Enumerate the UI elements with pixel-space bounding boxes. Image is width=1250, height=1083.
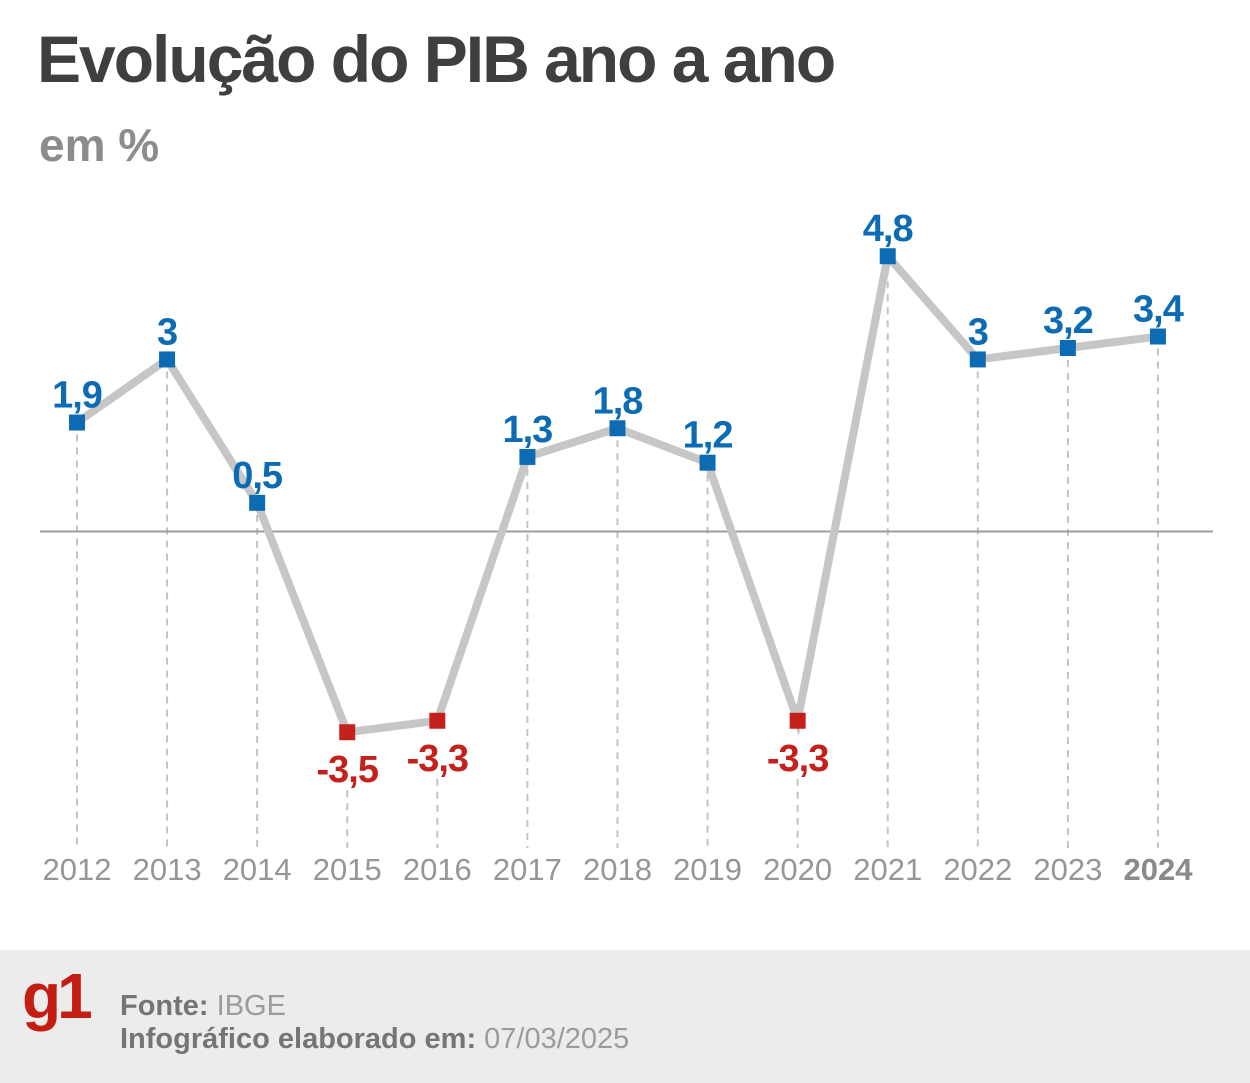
value-label-2022: 3 xyxy=(968,311,988,353)
credits-block: Fonte: IBGE Infográfico elaborado em: 07… xyxy=(120,990,629,1056)
year-label-2015: 2015 xyxy=(313,852,382,887)
value-label-2023: 3,2 xyxy=(1043,300,1093,342)
data-point-2019 xyxy=(699,454,716,471)
value-label-2021: 4,8 xyxy=(863,208,913,250)
year-label-2016: 2016 xyxy=(403,852,472,887)
value-label-2013: 3 xyxy=(157,311,177,353)
g1-logo: g1 xyxy=(22,960,93,1032)
value-label-2014: 0,5 xyxy=(232,455,283,497)
year-label-2012: 2012 xyxy=(43,852,112,887)
year-label-2021: 2021 xyxy=(853,852,922,887)
year-label-2022: 2022 xyxy=(943,852,1012,887)
year-label-2023: 2023 xyxy=(1033,852,1102,887)
data-point-2017 xyxy=(519,448,536,465)
value-label-2017: 1,3 xyxy=(502,409,552,451)
data-point-2023 xyxy=(1059,339,1076,356)
date-label: Infográfico elaborado em: xyxy=(120,1023,477,1055)
page-subtitle: em % xyxy=(39,119,160,171)
year-label-2020: 2020 xyxy=(763,852,832,887)
year-label-2017: 2017 xyxy=(493,852,562,887)
value-label-2024: 3,4 xyxy=(1133,289,1184,331)
year-label-2014: 2014 xyxy=(223,852,292,887)
value-label-2016: -3,3 xyxy=(407,738,468,780)
data-point-2014 xyxy=(249,494,266,511)
source-line: Fonte: IBGE xyxy=(120,990,629,1023)
value-label-2018: 1,8 xyxy=(593,380,643,422)
date-value: 07/03/2025 xyxy=(476,1023,630,1055)
data-point-2018 xyxy=(609,420,626,437)
data-point-2024 xyxy=(1149,328,1166,345)
page-title: Evolução do PIB ano a ano xyxy=(37,22,836,96)
pib-line-chart: 1,9 2012 3 2013 0,5 2014 -3,5 2015 -3,3 2016 1,3 20… xyxy=(40,208,1213,887)
year-label-2019: 2019 xyxy=(673,852,742,887)
data-point-2012 xyxy=(69,414,85,431)
source-value: IBGE xyxy=(208,990,286,1022)
value-label-2015: -3,5 xyxy=(316,749,378,791)
year-label-2013: 2013 xyxy=(133,852,202,887)
footer-bar: g1 Fonte: IBGE Infográfico elaborado em:… xyxy=(0,950,1250,1083)
data-point-2015 xyxy=(339,724,356,741)
data-point-2022 xyxy=(969,351,986,368)
value-label-2012: 1,9 xyxy=(52,375,102,417)
value-label-2020: -3,3 xyxy=(767,738,828,780)
value-label-2019: 1,2 xyxy=(683,415,733,457)
date-line: Infográfico elaborado em: 07/03/2025 xyxy=(120,1023,629,1056)
source-label: Fonte: xyxy=(120,990,209,1022)
year-label-2018: 2018 xyxy=(583,852,652,887)
data-point-2021 xyxy=(879,248,896,265)
data-point-2013 xyxy=(159,351,176,368)
year-label-2024: 2024 xyxy=(1123,852,1193,887)
data-point-2020 xyxy=(789,712,806,729)
data-point-2016 xyxy=(429,712,446,729)
